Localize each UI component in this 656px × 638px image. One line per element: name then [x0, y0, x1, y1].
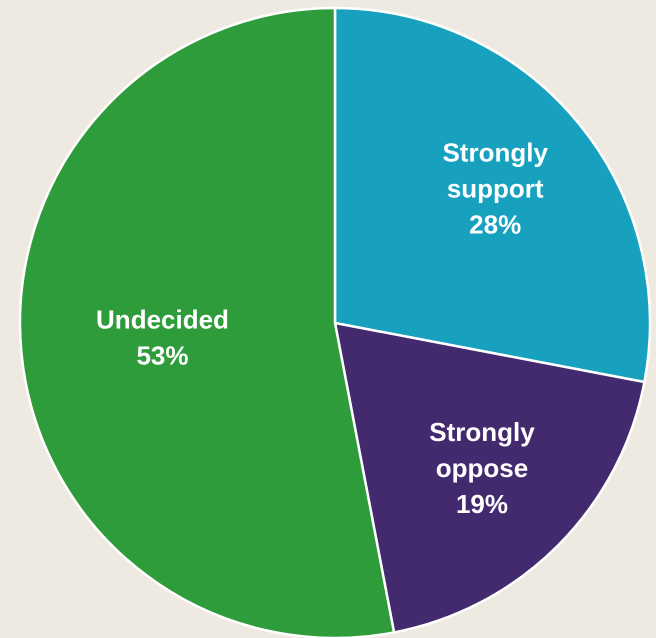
slice-category-label: Strongly — [442, 137, 548, 167]
pie-slice — [18, 6, 396, 638]
slice-label: Strongly support 28% — [442, 137, 548, 239]
slice-value-label: 19% — [456, 489, 508, 519]
slice-label: Undecided 53% — [96, 304, 229, 370]
slice-category-label: oppose — [436, 453, 528, 483]
pie-slices — [18, 6, 652, 638]
slice-category-label: Undecided — [96, 304, 229, 334]
slice-category-label: support — [447, 173, 544, 203]
pie-slice — [333, 6, 652, 384]
slice-value-label: 53% — [136, 340, 188, 370]
pie-labels: Strongly support 28% Strongly oppose 19% Undec… — [96, 137, 548, 519]
slice-value-label: 28% — [469, 209, 521, 239]
slice-category-label: Strongly — [429, 417, 535, 447]
slice-label: Strongly oppose 19% — [429, 417, 535, 519]
pie-slice — [333, 321, 646, 634]
